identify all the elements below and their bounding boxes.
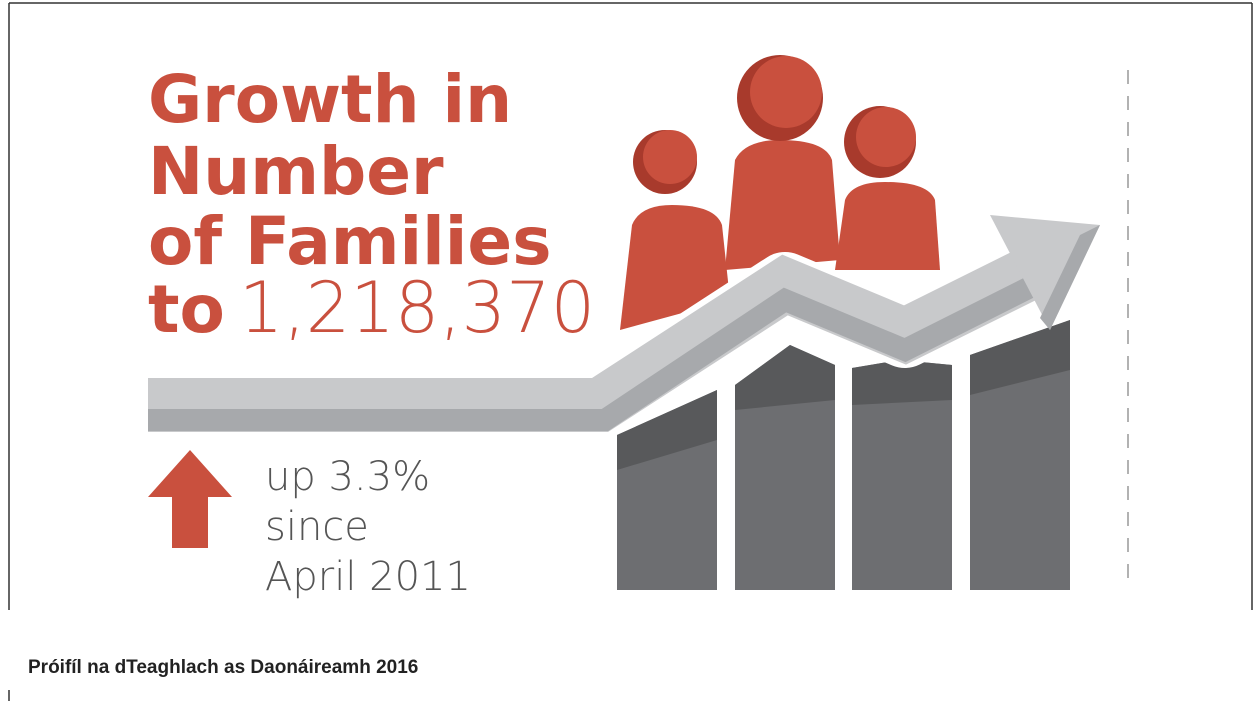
change-note: up 3.3% since April 2011	[265, 454, 471, 600]
title-line: Growth in	[148, 61, 512, 138]
caption: Próifíl na dTeaghlach as Daonáireamh 201…	[28, 657, 418, 678]
title-line: Number	[148, 133, 444, 210]
total-value: 1,218,370	[239, 267, 595, 349]
change-line: up 3.3%	[265, 454, 430, 500]
trend-arrow	[148, 215, 1100, 438]
change-line: April 2011	[265, 554, 471, 600]
headline: Growth in Number of Families to 1,218,370	[148, 61, 595, 349]
title-word: to	[148, 271, 225, 348]
image-frame	[8, 2, 1253, 701]
title-line: to 1,218,370	[148, 267, 595, 349]
change-line: since	[265, 504, 369, 550]
title-line: of Families	[148, 203, 551, 280]
bars	[617, 320, 1070, 590]
people-icon	[620, 55, 940, 330]
up-arrow-icon	[148, 450, 232, 548]
